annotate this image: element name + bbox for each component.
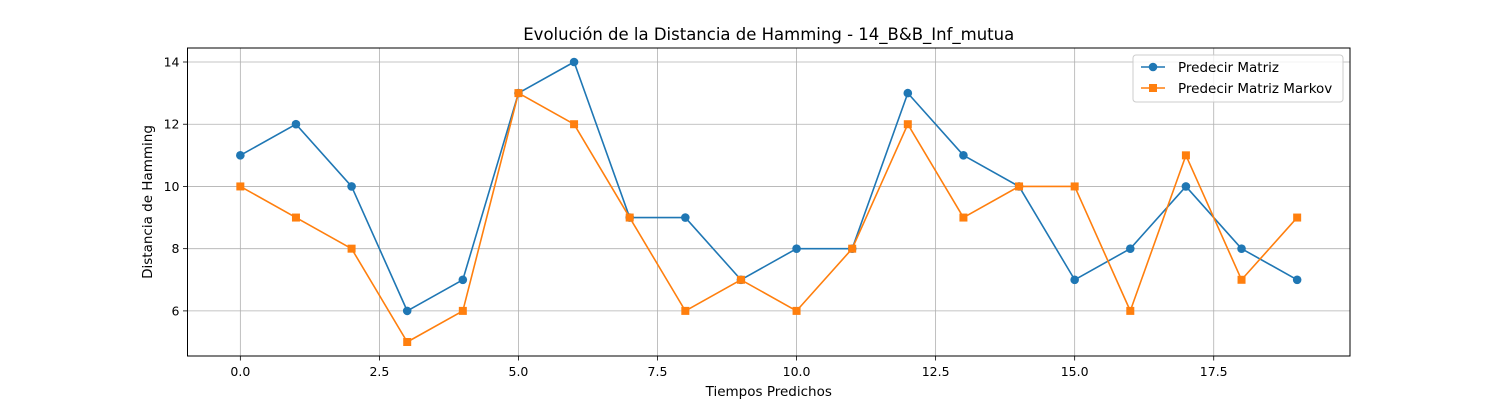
data-point: [1070, 182, 1079, 191]
data-point: [736, 275, 745, 284]
x-tick-label: 17.5: [1200, 364, 1228, 379]
data-point: [347, 182, 356, 191]
data-point: [236, 182, 245, 191]
data-point: [1015, 182, 1024, 191]
y-axis-label: Distancia de Hamming: [140, 125, 156, 279]
data-point: [1070, 275, 1079, 285]
series-line: [239, 61, 1298, 312]
data-point: [681, 213, 690, 222]
data-point: [903, 88, 913, 98]
legend-label: Predecir Matriz: [1178, 60, 1279, 76]
data-point: [403, 338, 412, 346]
data-point: [959, 213, 968, 222]
x-tick-label: 10.0: [783, 364, 811, 379]
data-point: [959, 151, 968, 160]
data-point: [1292, 275, 1302, 285]
data-point: [458, 306, 467, 315]
data-point: [570, 120, 579, 129]
x-tick-label: 12.5: [922, 364, 950, 379]
series-2: [236, 89, 1302, 346]
data-point: [1237, 244, 1246, 253]
series-line: [239, 92, 1298, 343]
data-point: [792, 306, 801, 315]
legend-box: [1132, 54, 1344, 103]
y-tick-label: 6: [172, 303, 180, 318]
data-point: [625, 213, 634, 222]
legend-marker: [1148, 62, 1158, 72]
data-point: [848, 244, 857, 253]
data-point: [458, 275, 468, 285]
data-point: [1293, 213, 1302, 222]
data-point: [1237, 275, 1246, 284]
x-tick-label: 0.0: [230, 364, 250, 379]
data-point: [1125, 244, 1135, 253]
y-tick-label: 8: [172, 241, 180, 256]
plot-frame: [187, 47, 1351, 357]
legend: Predecir Matriz Predecir Matriz Markov: [1132, 54, 1344, 103]
data-point: [569, 57, 579, 67]
x-tick-label: 15.0: [1061, 364, 1089, 379]
data-point: [903, 120, 912, 129]
legend-label: Predecir Matriz Markov: [1178, 81, 1332, 97]
x-tick-label: 7.5: [648, 364, 668, 379]
chart-title: Evolución de la Distancia de Hamming - 1…: [523, 25, 1014, 45]
x-tick-label: 2.5: [369, 364, 389, 379]
axis-ticks: 0.0 2.5 5.0 7.5 10.0 12.5 15.0 17.5 6 8 10 12 14: [164, 55, 1228, 380]
series-layer: [236, 57, 1302, 346]
y-tick-label: 10: [164, 179, 180, 194]
data-point: [402, 306, 412, 316]
legend-marker: [1149, 84, 1157, 92]
data-point: [1126, 306, 1135, 315]
data-point: [236, 151, 245, 160]
data-point: [514, 89, 523, 98]
y-tick-label: 14: [164, 55, 180, 70]
data-point: [291, 213, 300, 222]
y-tick-label: 12: [164, 117, 180, 132]
x-axis-label: Tiempos Predichos: [705, 384, 832, 400]
data-point: [1181, 182, 1191, 191]
data-point: [1181, 151, 1190, 160]
data-point: [347, 244, 356, 253]
data-point: [681, 306, 690, 315]
x-tick-label: 5.0: [509, 364, 529, 379]
data-point: [792, 244, 801, 253]
data-point: [291, 119, 301, 129]
